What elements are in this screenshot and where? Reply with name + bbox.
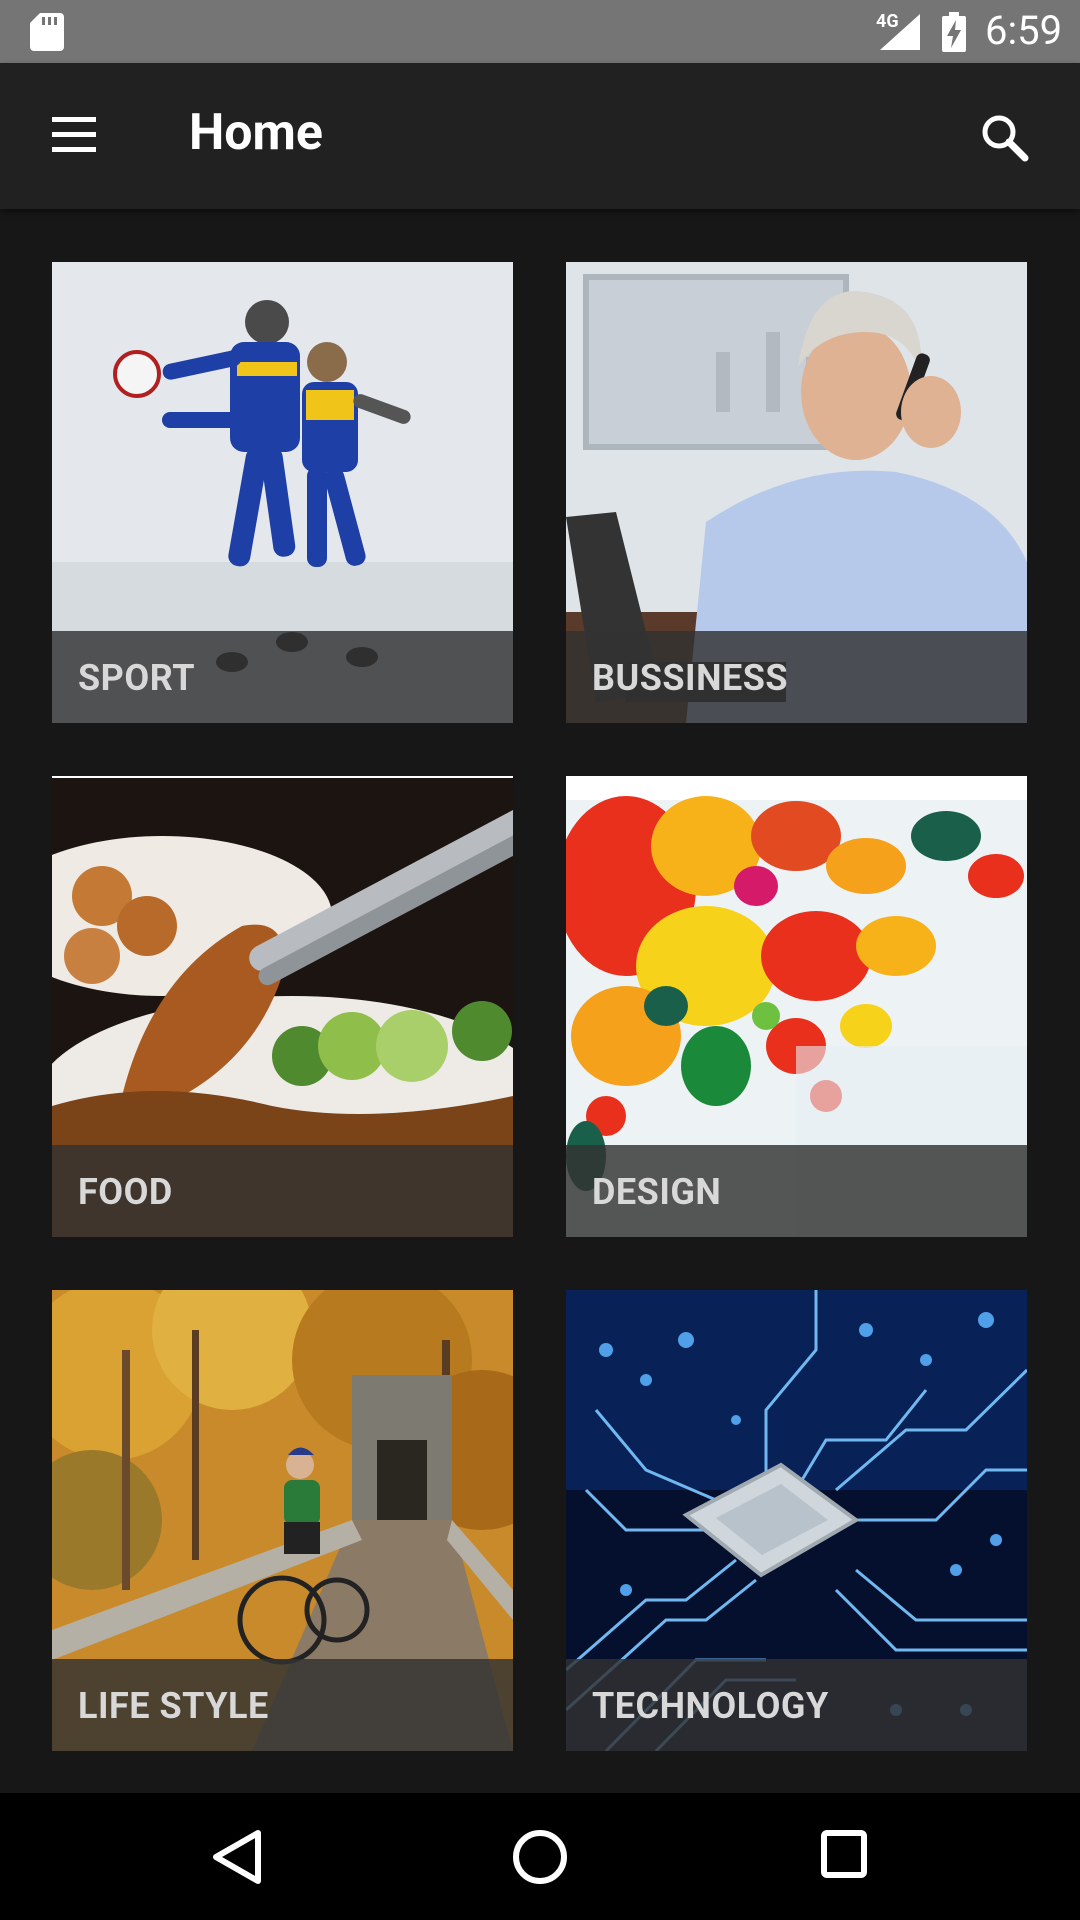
tile-caption: DESIGN — [566, 1145, 1027, 1237]
category-tile-technology[interactable]: TECHNOLOGY — [566, 1290, 1027, 1751]
category-tile-lifestyle[interactable]: LIFE STYLE — [52, 1290, 513, 1751]
category-label: DESIGN — [592, 1171, 722, 1213]
category-label: FOOD — [78, 1171, 173, 1213]
status-time: 6:59 — [985, 7, 1063, 54]
sport-image — [52, 262, 513, 723]
category-tile-food[interactable]: FOOD — [52, 776, 513, 1237]
network-type-label: 4G — [876, 11, 899, 32]
category-tile-design[interactable]: DESIGN — [566, 776, 1027, 1237]
search-icon[interactable] — [980, 113, 1030, 163]
recents-icon[interactable] — [820, 1829, 868, 1879]
tile-caption: BUSSINESS — [566, 631, 1027, 723]
tile-caption: TECHNOLOGY — [566, 1659, 1027, 1751]
system-nav-bar — [0, 1793, 1080, 1920]
back-icon[interactable] — [208, 1827, 264, 1887]
status-bar: 4G 6:59 — [0, 0, 1080, 63]
category-grid: SPORT BUSSINESS — [0, 209, 1080, 1793]
battery-charging-icon — [942, 12, 966, 52]
category-label: SPORT — [78, 657, 196, 699]
page-title: Home — [189, 104, 323, 162]
tile-caption: FOOD — [52, 1145, 513, 1237]
category-label: LIFE STYLE — [78, 1685, 269, 1727]
category-label: TECHNOLOGY — [592, 1685, 829, 1727]
category-label: BUSSINESS — [592, 657, 789, 699]
sd-card-icon — [30, 13, 64, 51]
menu-icon[interactable] — [48, 113, 100, 157]
home-icon[interactable] — [510, 1827, 570, 1887]
category-tile-business[interactable]: BUSSINESS — [566, 262, 1027, 723]
tile-caption: SPORT — [52, 631, 513, 723]
category-tile-sport[interactable]: SPORT — [52, 262, 513, 723]
tile-caption: LIFE STYLE — [52, 1659, 513, 1751]
app-bar: Home — [0, 63, 1080, 209]
cell-signal-icon — [880, 14, 920, 50]
